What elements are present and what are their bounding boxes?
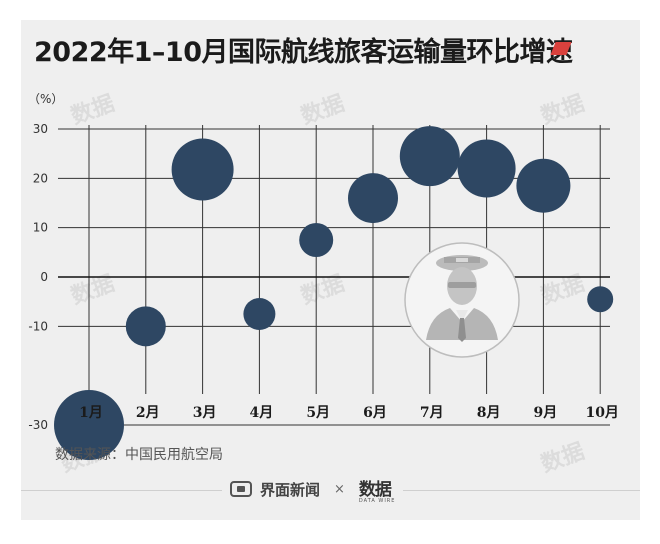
bubble-point: [243, 298, 276, 330]
bubble-point: [125, 306, 166, 347]
y-tick-label: 10: [33, 221, 48, 235]
pilot-illustration: [404, 242, 520, 358]
y-tick-label: 20: [33, 171, 48, 185]
y-axis-label: （%）: [28, 92, 64, 106]
bubble-point: [54, 390, 124, 460]
x-tick-label: 9月: [534, 405, 558, 421]
y-tick-label: 0: [40, 270, 48, 284]
y-tick-label: -10: [28, 319, 48, 333]
brand-name: 界面新闻: [260, 480, 321, 499]
y-tick-label: 30: [33, 122, 48, 136]
bubble-point: [348, 173, 398, 224]
bubble-point: [171, 138, 234, 201]
bubble-point: [457, 139, 516, 198]
x-tick-label: 2月: [136, 405, 160, 421]
jiemian-logo-icon: [230, 481, 252, 497]
brand-separator: ×: [334, 481, 345, 497]
chart-card: [21, 20, 640, 520]
bubble-point: [399, 126, 460, 187]
chart-title: 2022年1–10月国际航线旅客运输量环比增速: [34, 37, 573, 68]
x-tick-label: 7月: [420, 405, 444, 421]
bubble-point: [587, 286, 614, 313]
partner-sub: DATA WIRE: [358, 497, 396, 504]
x-tick-label: 8月: [477, 405, 501, 421]
bubble-point: [516, 158, 571, 213]
partner-name: 数据: [358, 479, 392, 500]
x-tick-label: 10月: [585, 405, 618, 421]
footer-brand: 界面新闻 × 数据 DATA WIRE: [222, 475, 404, 504]
x-tick-label: 3月: [193, 405, 217, 421]
y-tick-label: -30: [28, 418, 48, 432]
data-source: 数据来源：中国民用航空局: [55, 447, 223, 463]
x-tick-label: 5月: [306, 405, 330, 421]
x-tick-label: 4月: [250, 405, 274, 421]
x-tick-label: 1月: [79, 405, 103, 421]
x-tick-label: 6月: [363, 405, 387, 421]
bubble-point: [299, 223, 334, 257]
partner-logo: 数据 DATA WIRE: [359, 475, 396, 504]
